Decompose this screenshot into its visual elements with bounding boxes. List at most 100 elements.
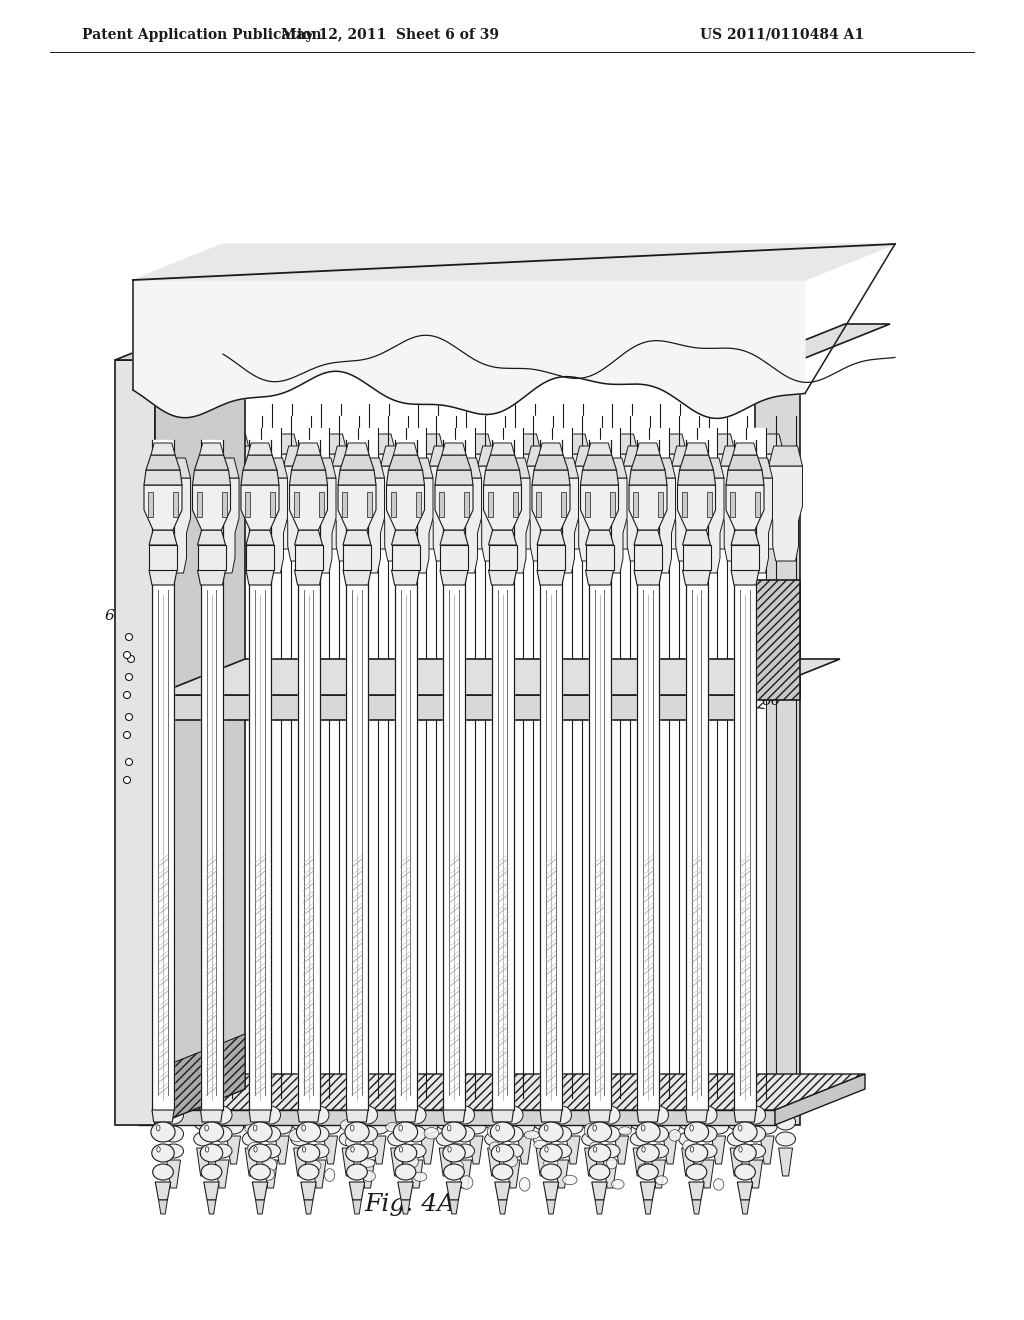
- Text: 68: 68: [760, 459, 779, 473]
- Ellipse shape: [697, 1126, 717, 1142]
- Ellipse shape: [685, 1144, 708, 1162]
- Polygon shape: [150, 545, 177, 570]
- Polygon shape: [737, 1181, 753, 1200]
- Bar: [197, 492, 202, 517]
- Ellipse shape: [534, 1133, 553, 1146]
- Ellipse shape: [350, 1125, 354, 1131]
- Polygon shape: [151, 444, 175, 455]
- Ellipse shape: [490, 1122, 515, 1142]
- Polygon shape: [246, 570, 274, 585]
- Ellipse shape: [503, 1144, 523, 1158]
- Ellipse shape: [124, 692, 130, 698]
- Polygon shape: [485, 455, 519, 470]
- Polygon shape: [540, 1110, 562, 1122]
- Ellipse shape: [362, 1171, 376, 1181]
- Ellipse shape: [126, 673, 132, 681]
- Polygon shape: [290, 484, 328, 531]
- Polygon shape: [252, 1181, 267, 1200]
- Polygon shape: [672, 466, 706, 561]
- Bar: [609, 492, 614, 517]
- Ellipse shape: [388, 1094, 408, 1111]
- Polygon shape: [497, 458, 530, 478]
- Polygon shape: [672, 446, 706, 466]
- Ellipse shape: [637, 1144, 659, 1162]
- Ellipse shape: [261, 1126, 281, 1142]
- Polygon shape: [614, 1137, 629, 1164]
- Ellipse shape: [325, 1168, 335, 1181]
- Ellipse shape: [124, 652, 130, 659]
- Polygon shape: [245, 1148, 259, 1176]
- Ellipse shape: [588, 1122, 611, 1142]
- Ellipse shape: [697, 1144, 717, 1158]
- Ellipse shape: [124, 731, 130, 738]
- Ellipse shape: [484, 1114, 505, 1130]
- Polygon shape: [399, 478, 433, 573]
- Ellipse shape: [563, 1175, 577, 1185]
- Ellipse shape: [250, 1164, 270, 1180]
- Polygon shape: [370, 404, 389, 1074]
- Polygon shape: [566, 1137, 580, 1164]
- Polygon shape: [133, 244, 895, 280]
- Ellipse shape: [484, 1094, 505, 1111]
- Polygon shape: [440, 545, 468, 570]
- Polygon shape: [488, 531, 516, 545]
- Polygon shape: [532, 484, 570, 531]
- Ellipse shape: [212, 1126, 232, 1142]
- Ellipse shape: [563, 1119, 583, 1134]
- Ellipse shape: [660, 1119, 680, 1134]
- Ellipse shape: [455, 1144, 474, 1158]
- Polygon shape: [350, 458, 384, 478]
- Polygon shape: [345, 444, 369, 455]
- Polygon shape: [324, 1137, 338, 1164]
- Ellipse shape: [393, 1122, 418, 1142]
- Polygon shape: [515, 404, 535, 1074]
- Polygon shape: [709, 404, 728, 1074]
- Polygon shape: [755, 323, 890, 360]
- Polygon shape: [443, 1110, 465, 1122]
- Ellipse shape: [493, 1164, 513, 1180]
- Polygon shape: [488, 545, 516, 570]
- Polygon shape: [302, 458, 336, 478]
- Ellipse shape: [299, 1144, 311, 1155]
- Polygon shape: [246, 545, 274, 570]
- Ellipse shape: [487, 1125, 499, 1138]
- Ellipse shape: [690, 1147, 693, 1152]
- Ellipse shape: [611, 1082, 632, 1100]
- Ellipse shape: [157, 1147, 160, 1152]
- Ellipse shape: [302, 1147, 306, 1152]
- Polygon shape: [574, 446, 608, 466]
- Polygon shape: [689, 1181, 705, 1200]
- Polygon shape: [439, 1148, 453, 1176]
- Polygon shape: [697, 428, 717, 1098]
- Polygon shape: [265, 434, 299, 454]
- Polygon shape: [478, 466, 512, 561]
- Polygon shape: [198, 531, 225, 545]
- Text: 64: 64: [760, 499, 779, 513]
- Polygon shape: [738, 458, 772, 478]
- Polygon shape: [197, 1148, 211, 1176]
- Polygon shape: [484, 416, 505, 1086]
- Polygon shape: [394, 440, 417, 1110]
- Ellipse shape: [261, 1106, 281, 1125]
- Polygon shape: [556, 454, 590, 549]
- Polygon shape: [156, 1181, 171, 1200]
- Ellipse shape: [618, 1127, 632, 1135]
- Ellipse shape: [484, 1133, 505, 1146]
- Polygon shape: [295, 570, 323, 585]
- Polygon shape: [360, 1160, 375, 1188]
- Ellipse shape: [298, 1164, 318, 1180]
- Polygon shape: [653, 454, 687, 549]
- Polygon shape: [381, 466, 415, 561]
- Polygon shape: [272, 404, 292, 1074]
- Polygon shape: [321, 404, 341, 1074]
- Polygon shape: [115, 323, 245, 360]
- Polygon shape: [399, 458, 433, 478]
- Ellipse shape: [503, 1155, 518, 1167]
- Polygon shape: [547, 1200, 555, 1214]
- Polygon shape: [629, 484, 667, 531]
- Polygon shape: [636, 444, 660, 455]
- Ellipse shape: [442, 1122, 466, 1142]
- Ellipse shape: [589, 1164, 610, 1180]
- Polygon shape: [401, 1200, 410, 1214]
- Polygon shape: [436, 416, 456, 1086]
